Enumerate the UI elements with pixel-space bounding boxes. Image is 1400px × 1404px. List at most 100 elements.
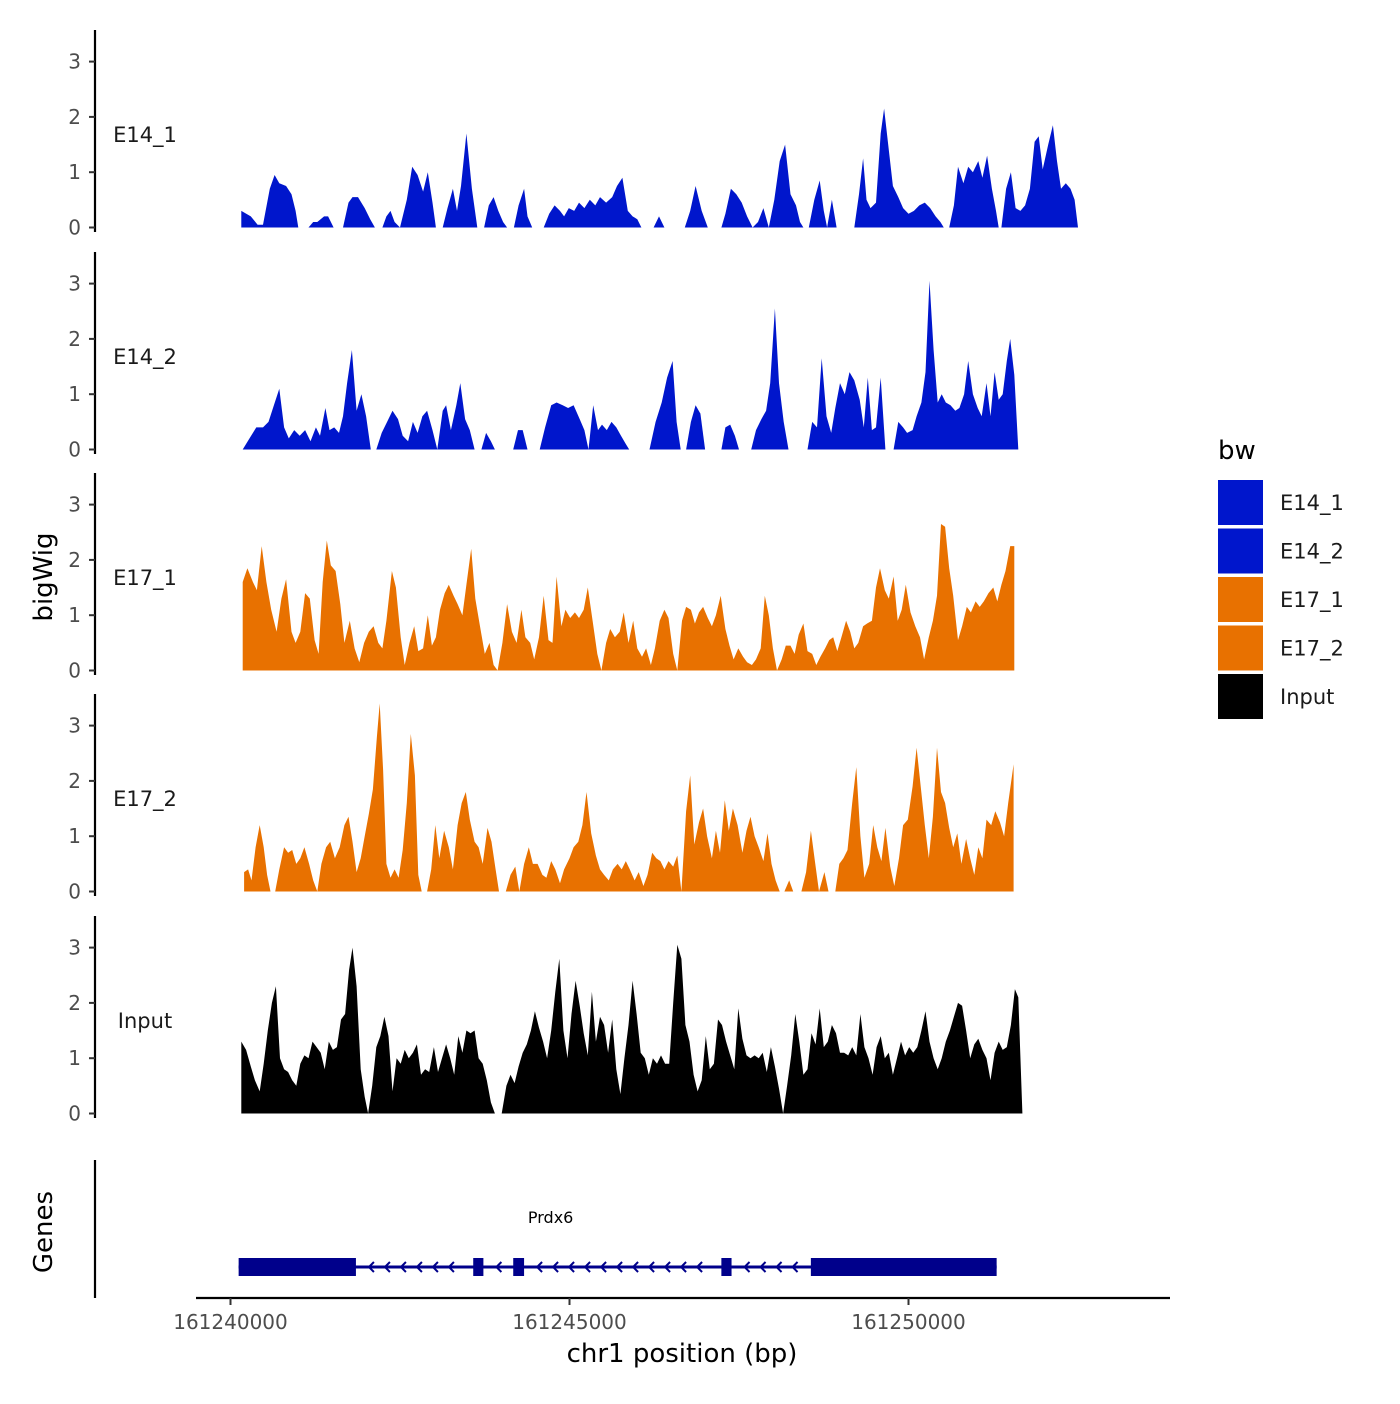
track-label: E14_2	[113, 345, 177, 370]
strand-arrow	[695, 1261, 703, 1273]
gene-exon	[238, 1258, 356, 1276]
y-tick-label: 3	[68, 493, 81, 517]
signal-area-E14_1	[241, 175, 299, 228]
signal-area-E17_2	[505, 775, 780, 892]
track-label: E17_1	[113, 566, 177, 591]
strand-arrow	[551, 1261, 559, 1273]
legend-swatch	[1218, 480, 1263, 525]
panel-E17_2: 0 1 2 3 E17_2	[68, 694, 1014, 904]
gene-exon	[721, 1258, 732, 1276]
legend-label: E17_2	[1280, 637, 1344, 662]
y-tick-label: 2	[68, 548, 81, 572]
signal-area-E14_2	[721, 424, 739, 450]
signal-area-E14_2	[376, 383, 475, 450]
gene-exon	[810, 1258, 997, 1276]
signal-area-E14_2	[686, 405, 706, 450]
y-axis-title: bigWig	[29, 532, 59, 621]
signal-area-E17_2	[244, 825, 271, 892]
strand-arrow	[583, 1261, 591, 1273]
y-tick-label: 2	[68, 769, 81, 793]
signal-area-E17_2	[275, 703, 422, 892]
track-label: E17_2	[113, 787, 177, 812]
y-tick-label: 2	[68, 991, 81, 1015]
legend-item: E17_1	[1218, 577, 1344, 622]
legend-swatch	[1218, 577, 1263, 622]
legend: bw E14_1 E14_2 E17_1 E17_2 Input	[1218, 436, 1344, 719]
y-tick-label: 0	[68, 216, 81, 240]
strand-arrow	[775, 1261, 783, 1273]
strand-arrow	[759, 1261, 767, 1273]
strand-arrow	[615, 1261, 623, 1273]
strand-arrow	[567, 1261, 575, 1273]
y-tick-label: 1	[68, 1046, 81, 1070]
signal-area-E14_2	[649, 361, 681, 450]
signal-area-E14_2	[807, 358, 886, 450]
signal-area-E14_1	[854, 108, 944, 228]
strand-arrow	[631, 1261, 639, 1273]
gene-exon	[513, 1258, 525, 1276]
y-tick-label: 1	[68, 160, 81, 184]
strand-arrow	[383, 1261, 391, 1273]
signal-area-E14_2	[242, 350, 371, 450]
signal-area-E14_1	[808, 180, 837, 228]
legend-label: E14_2	[1280, 540, 1344, 565]
gene-name-label: Prdx6	[528, 1208, 573, 1227]
y-tick-label: 0	[68, 1102, 81, 1126]
signal-area-E14_2	[893, 280, 1019, 450]
track-label: Input	[118, 1009, 172, 1033]
legend-label: E17_1	[1280, 588, 1344, 613]
signal-area-E14_1	[653, 216, 665, 228]
y-tick-label: 1	[68, 824, 81, 848]
legend-label: Input	[1280, 685, 1334, 709]
signal-tracks: 0 1 2 3 E14_1 0 1 2 3 E14_2 0 1 2 3 E17_1 0 1 2 3 E17_2 0 1 2 3…	[68, 30, 1078, 1126]
y-tick-label: 1	[68, 382, 81, 406]
legend-label: E14_1	[1280, 491, 1344, 516]
panel-Input: 0 1 2 3 Input	[68, 916, 1023, 1126]
signal-area-E14_1	[513, 188, 533, 228]
y-tick-label: 3	[68, 714, 81, 738]
legend-swatch	[1218, 625, 1263, 671]
strand-arrow	[599, 1261, 607, 1273]
legend-title: bw	[1218, 436, 1256, 466]
strand-arrow	[791, 1261, 799, 1273]
y-tick-label: 3	[68, 50, 81, 74]
gene-exon	[473, 1258, 484, 1276]
strand-arrow	[399, 1261, 407, 1273]
legend-swatch	[1218, 674, 1263, 719]
x-axis: 161240000 161245000 161250000	[173, 1296, 1170, 1334]
legend-item: Input	[1218, 674, 1334, 719]
signal-area-Input	[241, 947, 495, 1114]
signal-area-E14_2	[513, 430, 528, 450]
y-tick-label: 3	[68, 272, 81, 296]
legend-swatch	[1218, 528, 1263, 574]
track-label: E14_1	[113, 123, 177, 148]
y-tick-label: 0	[68, 659, 81, 683]
signal-area-E17_2	[784, 880, 794, 892]
signal-area-E14_1	[543, 177, 642, 228]
signal-area-E14_2	[751, 308, 789, 450]
y-tick-label: 2	[68, 327, 81, 351]
strand-arrow	[447, 1261, 455, 1273]
panel-E14_2: 0 1 2 3 E14_2	[68, 252, 1019, 462]
legend-item: E17_2	[1218, 625, 1344, 671]
strand-arrow	[535, 1261, 543, 1273]
panel-E14_1: 0 1 2 3 E14_1	[68, 30, 1078, 240]
gene-Prdx6: Prdx6	[238, 1208, 997, 1276]
strand-arrow	[743, 1261, 751, 1273]
x-axis-title: chr1 position (bp)	[567, 1339, 798, 1369]
panel-E17_1: 0 1 2 3 E17_1	[68, 473, 1015, 683]
signal-area-E14_2	[539, 402, 630, 450]
signal-area-E17_1	[242, 524, 1015, 671]
signal-area-E14_1	[442, 133, 478, 228]
gene-track: Prdx6	[93, 1160, 997, 1298]
y-tick-label: 3	[68, 936, 81, 960]
signal-area-E14_1	[721, 144, 804, 228]
legend-item: E14_1	[1218, 480, 1344, 525]
signal-area-E17_2	[427, 792, 499, 892]
signal-area-E14_1	[308, 216, 334, 228]
strand-arrow	[663, 1261, 671, 1273]
signal-area-E17_2	[835, 747, 1014, 892]
y-tick-label: 2	[68, 105, 81, 129]
